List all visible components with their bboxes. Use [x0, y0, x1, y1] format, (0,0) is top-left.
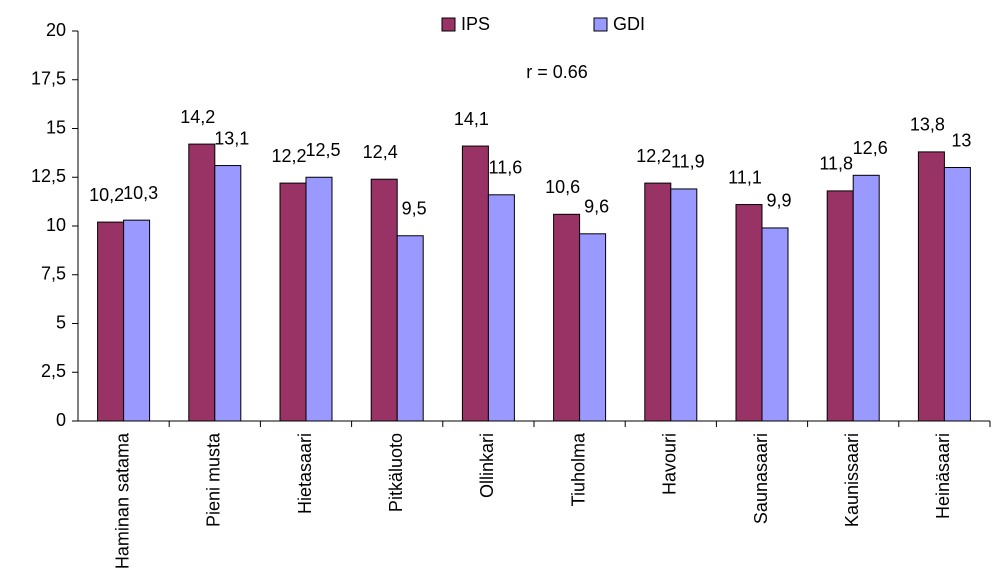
y-tick-label: 10: [46, 215, 66, 235]
bar: [188, 143, 216, 422]
value-label: 14,2: [180, 107, 215, 127]
legend-label: IPS: [461, 14, 490, 34]
bar: [396, 235, 424, 422]
y-tick-label: 0: [56, 410, 66, 430]
y-tick-label: 17,5: [31, 69, 66, 89]
bar: [579, 233, 607, 422]
x-tick-label: Hietasaari: [295, 433, 315, 514]
value-label: 11,6: [489, 158, 523, 178]
x-tick-label: Heinäsaari: [933, 433, 953, 519]
bar: [644, 182, 672, 422]
x-tick-label: Saunasaari: [751, 433, 771, 524]
x-tick-label: Ollinkari: [477, 433, 497, 498]
bar: [943, 167, 971, 422]
bar: [123, 219, 151, 422]
y-tick-label: 20: [46, 20, 66, 40]
bar: [305, 176, 333, 422]
value-label: 12,6: [853, 138, 888, 158]
legend-swatch: [441, 17, 456, 32]
bar: [761, 227, 789, 422]
value-label: 13,8: [910, 115, 945, 135]
legend-swatch: [593, 17, 608, 32]
y-tick-label: 12,5: [31, 166, 66, 186]
value-label: 9,9: [766, 191, 791, 211]
value-label: 13,1: [214, 128, 249, 148]
y-tick-label: 2,5: [41, 361, 66, 381]
y-tick-label: 15: [46, 117, 66, 137]
value-label: 9,5: [402, 199, 427, 219]
value-label: 12,5: [305, 140, 340, 160]
x-tick-label: Havouri: [660, 433, 680, 495]
value-label: 11,8: [819, 154, 853, 174]
y-tick-label: 7,5: [41, 264, 66, 284]
value-label: 10,2: [89, 185, 124, 205]
bar: [670, 188, 698, 422]
bar: [487, 194, 515, 422]
value-label: 11,9: [671, 152, 705, 172]
value-label: 10,3: [123, 183, 158, 203]
bar: [370, 178, 398, 422]
bar: [279, 182, 307, 422]
x-tick-label: Pitkäluoto: [386, 433, 406, 512]
value-label: 13: [951, 130, 971, 150]
value-label: 10,6: [545, 177, 580, 197]
value-label: 12,4: [363, 142, 398, 162]
bar: [917, 151, 945, 422]
x-tick-label: Pieni musta: [204, 432, 224, 527]
bar: [852, 174, 880, 422]
value-label: 12,2: [636, 146, 671, 166]
y-tick-label: 5: [56, 312, 66, 332]
value-label: 9,6: [584, 197, 609, 217]
value-label: 12,2: [271, 146, 306, 166]
annotation: r = 0.66: [526, 62, 588, 82]
value-label: 14,1: [454, 109, 489, 129]
bar: [826, 190, 854, 422]
x-tick-label: Haminan satama: [112, 432, 132, 569]
legend-label: GDI: [613, 14, 645, 34]
bar: [97, 221, 125, 422]
value-label: 11,1: [728, 167, 762, 187]
bar: [461, 145, 489, 422]
x-tick-label: Tiuholma: [568, 432, 588, 506]
bar: [553, 213, 581, 422]
bar: [214, 165, 242, 422]
bar: [735, 204, 763, 422]
x-tick-label: Kaunissaari: [842, 433, 862, 527]
